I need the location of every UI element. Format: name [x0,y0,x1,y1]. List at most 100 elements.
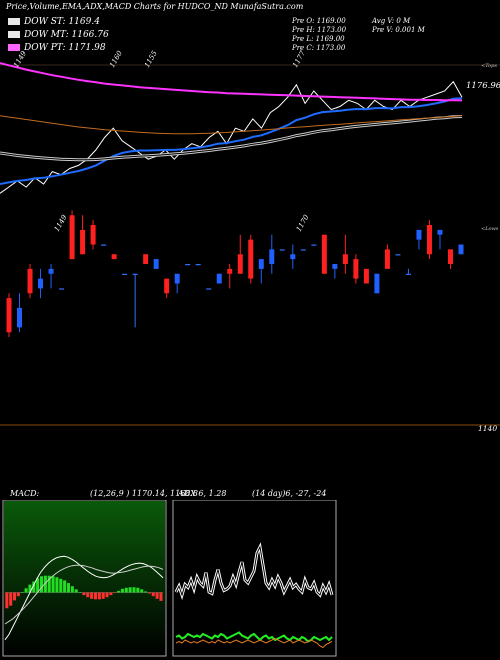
macd-hist-bar [24,588,28,593]
candle-body [395,254,401,256]
adx-line-plus-di [175,631,333,643]
macd-hist-bar [155,592,159,599]
candle-body [111,254,117,260]
candle-body [384,249,390,269]
candle-body [426,225,432,255]
macd-hist-bar [66,583,71,593]
candle-body [185,264,191,266]
candle-body [48,268,54,274]
macd-hist-bar [117,590,121,593]
macd-hist-bar [13,592,17,601]
macd-hist-bar [59,578,63,593]
candle-body [332,264,338,269]
candle-body [363,268,369,284]
line-ema-short [0,97,463,185]
price-chart: 1176.96 1149 1160 1155 1177 <Tops 1149 1170 <Low… [0,49,500,433]
macd-hist-bar [128,587,132,593]
macd-hist-bar [109,592,113,596]
line-dow-lt [0,115,463,135]
candle-body [405,273,411,275]
macd-chart [2,500,167,657]
macd-hist-bar [136,587,140,593]
candle-body [174,273,180,284]
candle-body [458,244,464,255]
candle-body [101,244,107,246]
macd-hist-bar [132,587,136,593]
candle-body [59,288,65,290]
macd-hist-bar [55,577,59,593]
candle-body [300,249,306,251]
candle-body [227,268,233,274]
macd-hist-bar [124,587,128,593]
legend-swatch-dow-pt [8,44,20,51]
top-annotation-0: 1149 [12,49,28,69]
macd-hist-bar [36,578,40,593]
macd-hist-bar [120,588,124,593]
macd-params: (12,26,9 ) 1170.14, 1168.8 [90,489,199,498]
candle-body [206,288,212,290]
candle-body [164,278,170,294]
macd-title: MACD: [10,489,40,498]
candle-body [437,229,443,235]
candle-body [122,273,128,275]
candle-body [279,249,285,251]
candle-body [290,254,296,260]
adx-line-inner [175,545,333,597]
candle-body [342,254,348,264]
macd-hist-bar [97,592,101,600]
legend-label-dow-mt: DOW MT: 1166.76 [24,30,109,40]
candle-body [258,259,264,269]
macd-hist-bar [20,591,24,593]
macd-hist-bar [101,592,105,599]
macd-line-macd [4,555,164,641]
macd-hist-bar [9,592,13,606]
adx-params: (14 day)6, -27, -24 [252,489,327,498]
candle-body [38,278,44,289]
adx-chart [172,500,337,657]
macd-background [4,501,165,655]
bottom-price-label: 1140 [478,424,497,433]
macd-hist-bar [86,592,90,598]
candle-body [374,273,380,294]
line-dow-mt-inner [0,116,463,161]
legend-dow-pt: DOW PT: 1171.98 [8,43,106,54]
candle-body [17,307,23,328]
adx-frame [172,500,337,657]
legend-swatch-dow-st [8,18,20,25]
legend-dow-mt: DOW MT: 1166.76 [8,30,109,41]
macd-hist-bar [70,586,74,593]
candle-body [216,273,222,284]
candle-body [353,259,359,279]
candle-body [416,229,422,240]
macd-hist-bar [63,580,67,593]
candle-body [80,229,86,255]
candle-body [237,254,243,274]
top-annotation-1: 1160 [108,49,124,69]
macd-hist-bar [28,584,32,593]
tops-label: <Tops [481,63,497,69]
candle-body [447,249,453,264]
legend-label-dow-pt: DOW PT: 1171.98 [24,43,106,53]
candle-body [6,298,12,333]
low-annotation-0: 1149 [53,213,69,233]
macd-hist-bar [105,592,109,598]
macd-hist-bar [82,592,86,596]
macd-hist-bar [113,592,117,594]
macd-hist-bar [147,592,151,594]
macd-hist-bar [90,592,94,599]
candle-body [69,215,75,260]
macd-hist-bar [159,592,163,601]
candle-body [311,244,317,246]
lows-label: <Lows [481,226,499,232]
macd-hist-bar [39,576,44,593]
macd-hist-bar [47,575,51,593]
candle-body [195,264,201,266]
macd-hist-bar [151,592,155,597]
line-dow-pt [0,62,463,102]
adx-line-minus-di [175,637,333,649]
macd-hist-bar [16,592,20,597]
candle-body [248,239,254,279]
ohlc-avg-volume: Avg V: 0 M [372,17,411,25]
candle-body [153,259,159,269]
candle-body [132,273,138,275]
